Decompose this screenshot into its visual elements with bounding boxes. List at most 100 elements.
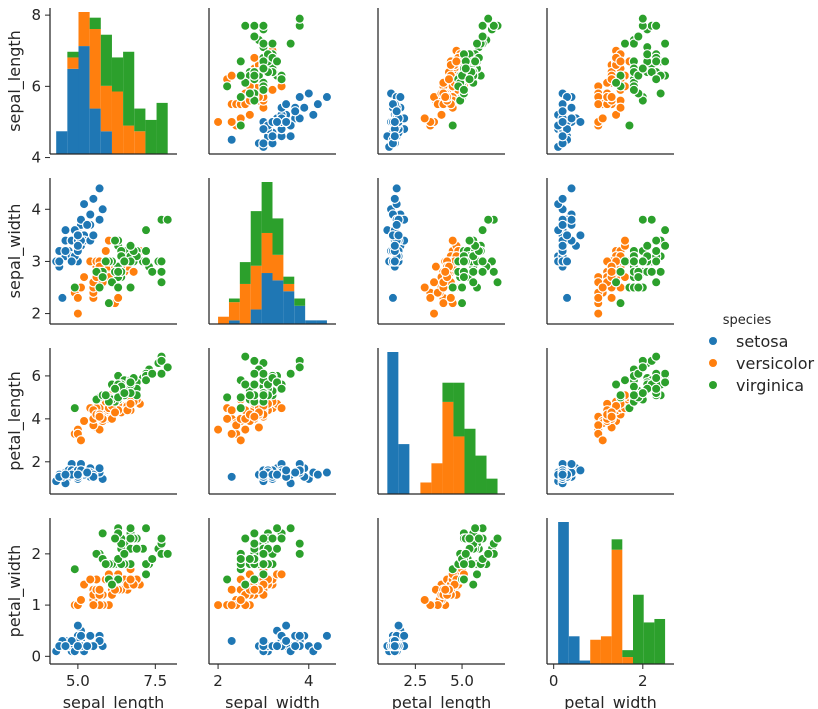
- panel-petal_length-vs-sepal_length: 2 4 6 petal_length: [5, 348, 177, 495]
- scatter-point-virginica: [112, 266, 124, 278]
- scatter-point-setosa: [81, 219, 93, 231]
- scatter-point-virginica: [294, 362, 305, 373]
- hist-bar-virginica: [239, 262, 251, 284]
- scatter-point-virginica: [610, 379, 622, 390]
- legend-marker-virginica: [709, 381, 717, 389]
- scatter-point-virginica: [249, 20, 260, 32]
- hist-bar-virginica: [261, 182, 273, 233]
- scatter-point-setosa: [566, 214, 577, 225]
- scatter-point-virginica: [244, 553, 256, 565]
- scatter-point-setosa: [289, 467, 301, 478]
- scatter-point-virginica: [468, 266, 479, 278]
- scatter-point-virginica: [109, 383, 121, 394]
- scatter-point-setosa: [294, 630, 305, 642]
- scatter-point-versicolor: [276, 402, 287, 414]
- scatter-point-setosa: [88, 230, 99, 241]
- scatter-point-virginica: [650, 277, 662, 288]
- x-tick-label: 2: [638, 672, 648, 690]
- scatter-point-setosa: [72, 469, 84, 480]
- hist-bar-virginica: [283, 276, 295, 284]
- scatter-point-virginica: [69, 282, 80, 293]
- scatter-point-versicolor: [235, 435, 246, 446]
- scatter-point-virginica: [267, 38, 278, 49]
- panel-sepal_length-vs-petal_length: [377, 8, 505, 155]
- scatter-point-setosa: [271, 640, 283, 652]
- hist-bar-setosa: [228, 320, 240, 324]
- scatter-point-virginica: [637, 63, 649, 74]
- scatter-point-virginica: [464, 533, 475, 544]
- scatter-point-versicolor: [75, 435, 87, 446]
- scatter-point-virginica: [482, 548, 494, 560]
- hist-bar-versicolor: [272, 254, 284, 281]
- y-axis-label: petal_width: [5, 545, 25, 638]
- scatter-point-versicolor: [440, 266, 451, 278]
- hist-bar-setosa: [387, 352, 399, 494]
- hist-bar-setosa: [283, 291, 295, 324]
- scatter-point-virginica: [112, 282, 124, 293]
- scatter-point-virginica: [221, 392, 233, 403]
- scatter-point-virginica: [646, 266, 657, 278]
- scatter-point-virginica: [456, 297, 468, 309]
- scatter-point-versicolor: [615, 102, 626, 113]
- hist-bar-versicolor: [611, 549, 623, 664]
- scatter-point-setosa: [66, 256, 77, 267]
- scatter-point-virginica: [147, 368, 158, 379]
- scatter-point-virginica: [659, 38, 671, 49]
- scatter-point-setosa: [389, 193, 401, 205]
- y-tick-label: 2: [31, 305, 41, 323]
- scatter-point-virginica: [119, 387, 130, 399]
- scatter-point-versicolor: [419, 282, 430, 293]
- hist-bar-virginica: [89, 17, 101, 30]
- scatter-point-virginica: [140, 569, 152, 580]
- scatter-point-setosa: [280, 98, 292, 110]
- hist-bar-setosa: [398, 444, 410, 494]
- scatter-point-versicolor: [419, 113, 430, 124]
- scatter-point-virginica: [624, 120, 635, 131]
- scatter-point-versicolor: [267, 84, 278, 96]
- scatter-point-versicolor: [428, 308, 440, 319]
- scatter-point-setosa: [60, 245, 71, 257]
- legend-label-virginica: virginica: [736, 376, 804, 395]
- hist-bar-versicolor: [261, 232, 273, 274]
- scatter-point-virginica: [249, 528, 260, 539]
- scatter-point-virginica: [249, 574, 260, 585]
- x-axis-label: petal_width: [564, 693, 657, 709]
- scatter-point-virginica: [140, 256, 152, 267]
- panel-sepal_width-vs-sepal_width: [208, 178, 336, 325]
- scatter-point-versicolor: [593, 98, 604, 110]
- scatter-point-virginica: [650, 351, 662, 362]
- panel-petal_width-vs-petal_length: 2.5 5.0 petal_length: [377, 518, 505, 709]
- scatter-point-versicolor: [249, 584, 260, 595]
- scatter-point-versicolor: [226, 428, 237, 440]
- scatter-point-versicolor: [226, 405, 237, 416]
- scatter-point-virginica: [240, 351, 251, 362]
- panel-petal_length-vs-petal_width: [546, 348, 674, 495]
- y-tick-label: 3: [31, 252, 41, 270]
- hist-bar-virginica: [622, 650, 634, 658]
- scatter-point-versicolor: [88, 599, 99, 611]
- scatter-point-virginica: [650, 245, 662, 257]
- scatter-point-setosa: [312, 469, 324, 480]
- scatter-point-setosa: [391, 106, 402, 117]
- scatter-point-virginica: [156, 277, 167, 288]
- scatter-point-virginica: [276, 533, 287, 544]
- scatter-point-virginica: [240, 533, 251, 544]
- scatter-point-setosa: [389, 640, 401, 652]
- scatter-point-versicolor: [94, 584, 105, 595]
- scatter-point-setosa: [391, 183, 402, 194]
- scatter-point-virginica: [240, 20, 251, 32]
- scatter-point-virginica: [488, 266, 499, 278]
- hist-bar-setosa: [294, 305, 306, 324]
- scatter-point-virginica: [659, 224, 671, 236]
- hist-bar-setosa: [100, 131, 112, 154]
- scatter-point-virginica: [103, 297, 115, 309]
- scatter-point-virginica: [156, 533, 167, 544]
- scatter-point-virginica: [244, 88, 256, 99]
- scatter-point-setosa: [312, 98, 324, 110]
- scatter-point-virginica: [637, 13, 649, 24]
- scatter-point-setosa: [88, 193, 99, 205]
- scatter-point-versicolor: [226, 584, 237, 595]
- hist-bar-versicolor: [283, 283, 295, 292]
- scatter-point-virginica: [235, 70, 246, 81]
- scatter-point-versicolor: [445, 292, 457, 304]
